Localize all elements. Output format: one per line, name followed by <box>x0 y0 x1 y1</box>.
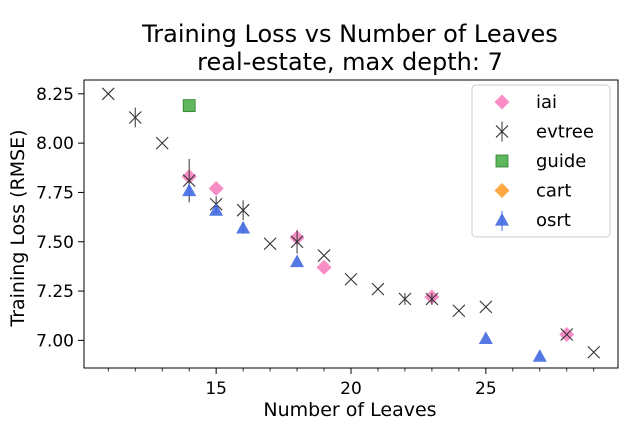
evtree-point-13-stroke-b <box>452 304 466 318</box>
evtree-point-0-stroke-b <box>101 87 115 101</box>
evtree-point-3 <box>182 174 196 187</box>
x-tick-label-0: 15 <box>205 379 227 399</box>
x-axis-label: Number of Leaves <box>263 399 436 421</box>
evtree-point-1-stroke-b <box>128 111 142 124</box>
legend-evtree-marker-stroke-b <box>495 125 509 138</box>
legend: iai evtree guide cart osrt <box>471 84 611 238</box>
x-tick-label-1: 20 <box>340 379 362 399</box>
evtree-point-0 <box>101 87 115 101</box>
legend-iai-marker <box>494 94 510 110</box>
evtree-point-7 <box>290 235 304 249</box>
osrt-point-0 <box>182 183 197 197</box>
evtree-point-11-stroke-b <box>398 292 412 306</box>
legend-evtree-marker <box>495 125 509 138</box>
evtree-point-5 <box>236 203 250 217</box>
legend-cart-marker <box>494 183 510 198</box>
legend-osrt-marker <box>495 213 509 226</box>
x-tick-label-2: 25 <box>475 379 497 399</box>
y-tick-label-4: 8.00 <box>36 134 74 154</box>
evtree-point-8-stroke-b <box>317 249 331 262</box>
evtree-point-10-stroke-b <box>371 282 385 296</box>
evtree-point-5-stroke-b <box>236 203 250 217</box>
evtree-point-2 <box>155 136 169 150</box>
osrt-point-3 <box>290 254 305 268</box>
y-tick-label-0: 7.00 <box>36 331 74 351</box>
y-tick-label-5: 8.25 <box>36 85 74 105</box>
evtree-point-9 <box>344 272 358 286</box>
legend-guide-label: guide <box>536 151 586 172</box>
series-evtree <box>101 87 601 359</box>
evtree-point-12-stroke-b <box>425 292 439 306</box>
evtree-point-6-stroke-b <box>263 237 277 251</box>
chart-subtitle: real-estate, max depth: 7 <box>197 48 503 76</box>
y-tick-label-1: 7.25 <box>36 282 74 302</box>
legend-iai-label: iai <box>536 92 557 113</box>
evtree-point-16-stroke-b <box>587 345 601 359</box>
iai-point-3 <box>316 259 332 275</box>
evtree-point-13 <box>452 304 466 318</box>
series-guide <box>182 99 196 113</box>
osrt-point-4 <box>478 331 493 345</box>
legend-cart-label: cart <box>536 181 571 202</box>
evtree-point-2-stroke-b <box>155 136 169 150</box>
evtree-point-6 <box>263 237 277 251</box>
y-axis-label: Training Loss (RMSE) <box>7 129 29 327</box>
legend-box <box>471 84 611 238</box>
guide-point-0 <box>182 99 196 113</box>
y-tick-label-2: 7.50 <box>36 233 74 253</box>
axes: 15 20 25 7.00 7.25 7.50 7.75 8.00 8.25 <box>36 79 619 399</box>
osrt-point-5 <box>532 349 547 362</box>
osrt-point-2 <box>236 220 251 234</box>
chart-title: Training Loss vs Number of Leaves <box>141 20 558 48</box>
evtree-point-3-stroke-b <box>182 174 196 187</box>
series-osrt <box>182 183 547 362</box>
evtree-point-15-stroke-b <box>560 328 574 341</box>
legend-osrt-label: osrt <box>536 210 571 231</box>
plot-marks <box>101 87 601 362</box>
evtree-point-1 <box>128 111 142 124</box>
y-tick-label-3: 7.75 <box>36 183 74 203</box>
evtree-point-15 <box>560 328 574 341</box>
evtree-point-11 <box>398 292 412 306</box>
legend-guide-marker <box>495 154 509 168</box>
osrt-point-1 <box>209 203 224 216</box>
iai-point-1 <box>208 180 224 196</box>
legend-evtree-label: evtree <box>536 122 594 143</box>
evtree-point-16 <box>587 345 601 359</box>
evtree-point-12 <box>425 292 439 306</box>
evtree-point-9-stroke-b <box>344 272 358 286</box>
evtree-point-7-stroke-b <box>290 235 304 249</box>
evtree-point-14-stroke-b <box>479 300 493 314</box>
evtree-point-10 <box>371 282 385 296</box>
evtree-point-8 <box>317 249 331 262</box>
evtree-point-14 <box>479 300 493 314</box>
